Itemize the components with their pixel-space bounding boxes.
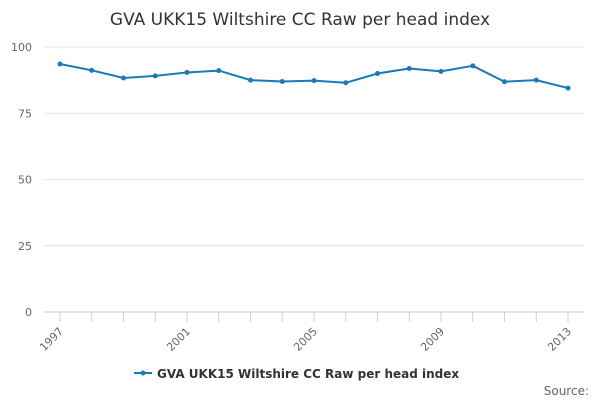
- data-point[interactable]: [279, 78, 285, 84]
- data-point[interactable]: [89, 67, 95, 73]
- data-point[interactable]: [152, 73, 158, 79]
- data-point[interactable]: [184, 69, 190, 75]
- x-axis: 1997 2001 2005 2009 2013: [37, 311, 584, 354]
- y-tick-label: 25: [18, 240, 32, 253]
- y-tick-label: 0: [25, 306, 32, 319]
- data-point[interactable]: [311, 78, 317, 84]
- data-point[interactable]: [57, 61, 63, 67]
- series: [57, 61, 571, 91]
- data-point[interactable]: [533, 77, 539, 83]
- y-tick-label: 100: [11, 41, 32, 54]
- data-point[interactable]: [470, 63, 476, 69]
- data-point[interactable]: [565, 85, 571, 91]
- x-tick-label: 2013: [545, 325, 574, 354]
- data-point[interactable]: [438, 68, 444, 74]
- y-axis: 0 25 50 75 100: [11, 41, 32, 319]
- gridlines: [44, 46, 584, 247]
- legend-marker-icon: [140, 370, 146, 376]
- x-tick-label: 2009: [418, 325, 447, 354]
- source-label: Source:: [544, 384, 589, 398]
- series-line: [59, 62, 569, 90]
- legend[interactable]: GVA UKK15 Wiltshire CC Raw per head inde…: [134, 367, 459, 381]
- x-tick-label: 1997: [37, 325, 66, 354]
- chart-title: GVA UKK15 Wiltshire CC Raw per head inde…: [110, 10, 490, 30]
- data-point[interactable]: [248, 77, 253, 83]
- x-tick-label: 2005: [291, 325, 320, 354]
- y-tick-label: 75: [18, 107, 32, 120]
- data-point[interactable]: [502, 79, 507, 85]
- data-point[interactable]: [216, 68, 222, 74]
- y-tick-label: 50: [18, 174, 32, 187]
- data-point[interactable]: [375, 71, 380, 76]
- data-point[interactable]: [406, 65, 412, 71]
- data-point[interactable]: [121, 75, 126, 81]
- legend-label: GVA UKK15 Wiltshire CC Raw per head inde…: [157, 367, 459, 381]
- data-point[interactable]: [343, 80, 349, 86]
- x-tick-label: 2001: [164, 325, 193, 354]
